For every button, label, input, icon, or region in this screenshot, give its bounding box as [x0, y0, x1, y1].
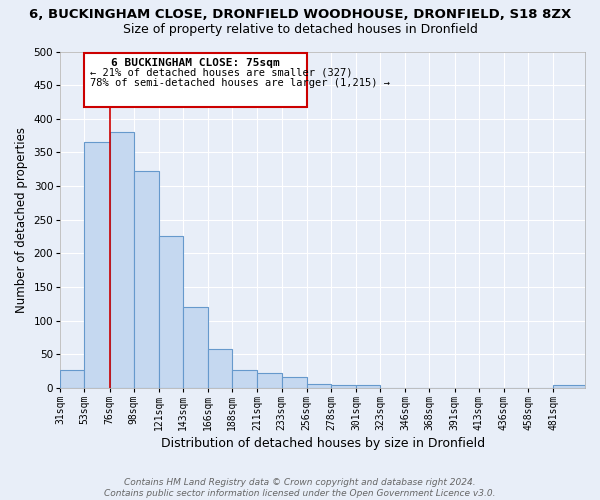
Bar: [85, 53, 307, 106]
Bar: [553, 385, 585, 388]
Bar: [159, 236, 183, 388]
Bar: [110, 132, 134, 388]
Text: 6 BUCKINGHAM CLOSE: 75sqm: 6 BUCKINGHAM CLOSE: 75sqm: [111, 58, 280, 68]
Text: Size of property relative to detached houses in Dronfield: Size of property relative to detached ho…: [122, 22, 478, 36]
Text: 78% of semi-detached houses are larger (1,215) →: 78% of semi-detached houses are larger (…: [90, 78, 390, 88]
Text: ← 21% of detached houses are smaller (327): ← 21% of detached houses are smaller (32…: [90, 68, 352, 78]
Bar: [257, 373, 281, 388]
Bar: [281, 377, 307, 388]
Bar: [356, 385, 380, 388]
X-axis label: Distribution of detached houses by size in Dronfield: Distribution of detached houses by size …: [161, 437, 485, 450]
Bar: [134, 170, 159, 388]
Bar: [60, 370, 85, 388]
Bar: [183, 307, 208, 388]
Bar: [208, 349, 232, 388]
Bar: [232, 370, 257, 388]
Bar: [85, 142, 110, 388]
Text: Contains HM Land Registry data © Crown copyright and database right 2024.
Contai: Contains HM Land Registry data © Crown c…: [104, 478, 496, 498]
Text: 6, BUCKINGHAM CLOSE, DRONFIELD WOODHOUSE, DRONFIELD, S18 8ZX: 6, BUCKINGHAM CLOSE, DRONFIELD WOODHOUSE…: [29, 8, 571, 20]
Y-axis label: Number of detached properties: Number of detached properties: [15, 126, 28, 312]
Bar: [331, 385, 356, 388]
Bar: [307, 384, 331, 388]
